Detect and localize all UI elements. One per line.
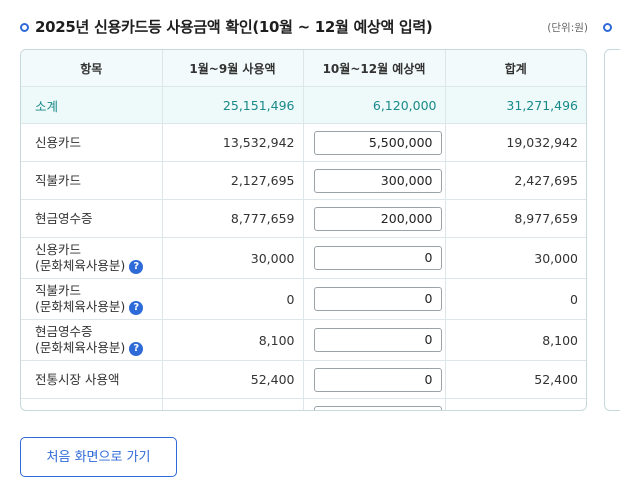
table-row: 전통시장 사용액 52,400 0 52,400 (21, 360, 586, 399)
header-oct-dec: 10월~12월 예상액 (303, 50, 446, 87)
circle-bullet-icon (603, 23, 612, 32)
row-label: 직불카드 (21, 161, 163, 200)
oct-dec-cell: 120,000 (303, 398, 446, 410)
row-label: 직불카드 (문화체육사용분)? (21, 278, 163, 320)
table-row: 신용카드 (문화체육사용분)? 30,000 0 30,000 (21, 237, 586, 279)
jan-sep-value: 13,532,942 (162, 123, 304, 162)
total-value: 2,427,695 (445, 161, 586, 200)
row-label: 현금영수증 (21, 199, 163, 238)
total-value: 0 (445, 278, 586, 320)
row-label: 현금영수증 (문화체육사용분)? (21, 319, 163, 361)
subtotal-jan-sep: 25,151,496 (162, 86, 304, 124)
unit-label: (단위:원) (547, 22, 588, 34)
row-label-text: 신용카드 (35, 134, 82, 150)
row-label-text: 직불카드 (35, 283, 82, 298)
row-label-text: 현금영수증 (35, 324, 93, 339)
help-icon[interactable]: ? (129, 341, 144, 356)
row-label-subtext-value: (문화체육사용분) (35, 299, 126, 314)
row-label-text: 신용카드 (35, 242, 82, 257)
row-label: 신용카드 (문화체육사용분)? (21, 237, 163, 279)
oct-dec-cell: 0 (303, 278, 446, 320)
table-row: 직불카드 (문화체육사용분)? 0 0 0 (21, 278, 586, 320)
row-label: 신용카드 (21, 123, 163, 162)
row-label-subtext-value: (문화체육사용분) (35, 340, 126, 355)
oct-dec-input[interactable]: 120,000 (313, 405, 442, 410)
oct-dec-input[interactable]: 0 (313, 287, 442, 311)
subtotal-total: 31,271,496 (445, 86, 586, 124)
jan-sep-value: 2,127,695 (162, 161, 304, 200)
jan-sep-value: 52,400 (162, 360, 304, 399)
jan-sep-value: 8,777,659 (162, 199, 304, 238)
jan-sep-value: 622,700 (162, 398, 304, 410)
row-label-subtext: (문화체육사용분)? (35, 258, 161, 274)
table-row: 신용카드 13,532,942 5,500,000 19,032,942 (21, 123, 586, 162)
oct-dec-cell: 0 (303, 237, 446, 279)
row-label-text: 전통시장 사용액 (35, 371, 120, 387)
table-row: 현금영수증 8,777,659 200,000 8,977,659 (21, 199, 586, 238)
header-item: 항목 (21, 50, 163, 87)
oct-dec-input[interactable]: 300,000 (313, 168, 442, 193)
row-label-subtext: (문화체육사용분)? (35, 340, 161, 356)
section-title: 2025년 신용카드등 사용금액 확인(10월 ~ 12월 예상액 입력) (35, 18, 433, 36)
total-value: 8,100 (445, 319, 586, 361)
help-icon[interactable]: ? (129, 259, 144, 274)
total-value: 742,700 (445, 399, 586, 411)
go-home-button[interactable]: 처음 화면으로 가기 (20, 437, 177, 477)
table-row: 직불카드 2,127,695 300,000 2,427,695 (21, 161, 586, 200)
usage-table: 항목 1월~9월 사용액 10월~12월 예상액 합계 소계 25,151,49… (20, 49, 587, 411)
header-jan-sep: 1월~9월 사용액 (162, 50, 304, 87)
table-row: 대중교통 이용액622,700 120,000742,700 (21, 398, 586, 411)
total-value: 8,977,659 (445, 199, 586, 238)
row-label-text: 직불카드 (35, 172, 82, 188)
row-label-text: 현금영수증 (35, 210, 93, 226)
total-value: 19,032,942 (445, 123, 586, 162)
jan-sep-value: 0 (162, 278, 304, 320)
oct-dec-cell: 300,000 (303, 161, 446, 200)
row-label: 전통시장 사용액 (21, 360, 163, 399)
circle-bullet-icon (20, 23, 29, 32)
side-panel (604, 49, 620, 411)
header-total: 합계 (445, 50, 586, 87)
jan-sep-value: 8,100 (162, 319, 304, 361)
oct-dec-cell: 0 (303, 319, 446, 361)
jan-sep-value: 30,000 (162, 237, 304, 279)
total-value: 30,000 (445, 237, 586, 279)
oct-dec-input[interactable]: 5,500,000 (313, 130, 442, 155)
total-value: 52,400 (445, 360, 586, 399)
row-label-subtext-value: (문화체육사용분) (35, 258, 126, 273)
oct-dec-cell: 200,000 (303, 199, 446, 238)
oct-dec-input[interactable]: 0 (313, 246, 442, 270)
oct-dec-cell: 0 (303, 360, 446, 399)
table-header-row: 항목 1월~9월 사용액 10월~12월 예상액 합계 (21, 50, 586, 87)
row-label: 대중교통 이용액 (21, 398, 163, 411)
help-icon[interactable]: ? (129, 300, 144, 315)
oct-dec-input[interactable]: 0 (313, 367, 442, 392)
oct-dec-cell: 5,500,000 (303, 123, 446, 162)
subtotal-row: 소계 25,151,496 6,120,000 31,271,496 (21, 86, 586, 124)
row-label-subtext: (문화체육사용분)? (35, 299, 161, 315)
row-label-text: 대중교통 이용액 (35, 410, 161, 411)
subtotal-label: 소계 (21, 86, 163, 124)
subtotal-oct-dec: 6,120,000 (303, 86, 446, 124)
section-header: 2025년 신용카드등 사용금액 확인(10월 ~ 12월 예상액 입력) (단… (20, 14, 600, 42)
oct-dec-input[interactable]: 0 (313, 328, 442, 352)
oct-dec-input[interactable]: 200,000 (313, 206, 442, 231)
table-row: 현금영수증 (문화체육사용분)? 8,100 0 8,100 (21, 319, 586, 361)
